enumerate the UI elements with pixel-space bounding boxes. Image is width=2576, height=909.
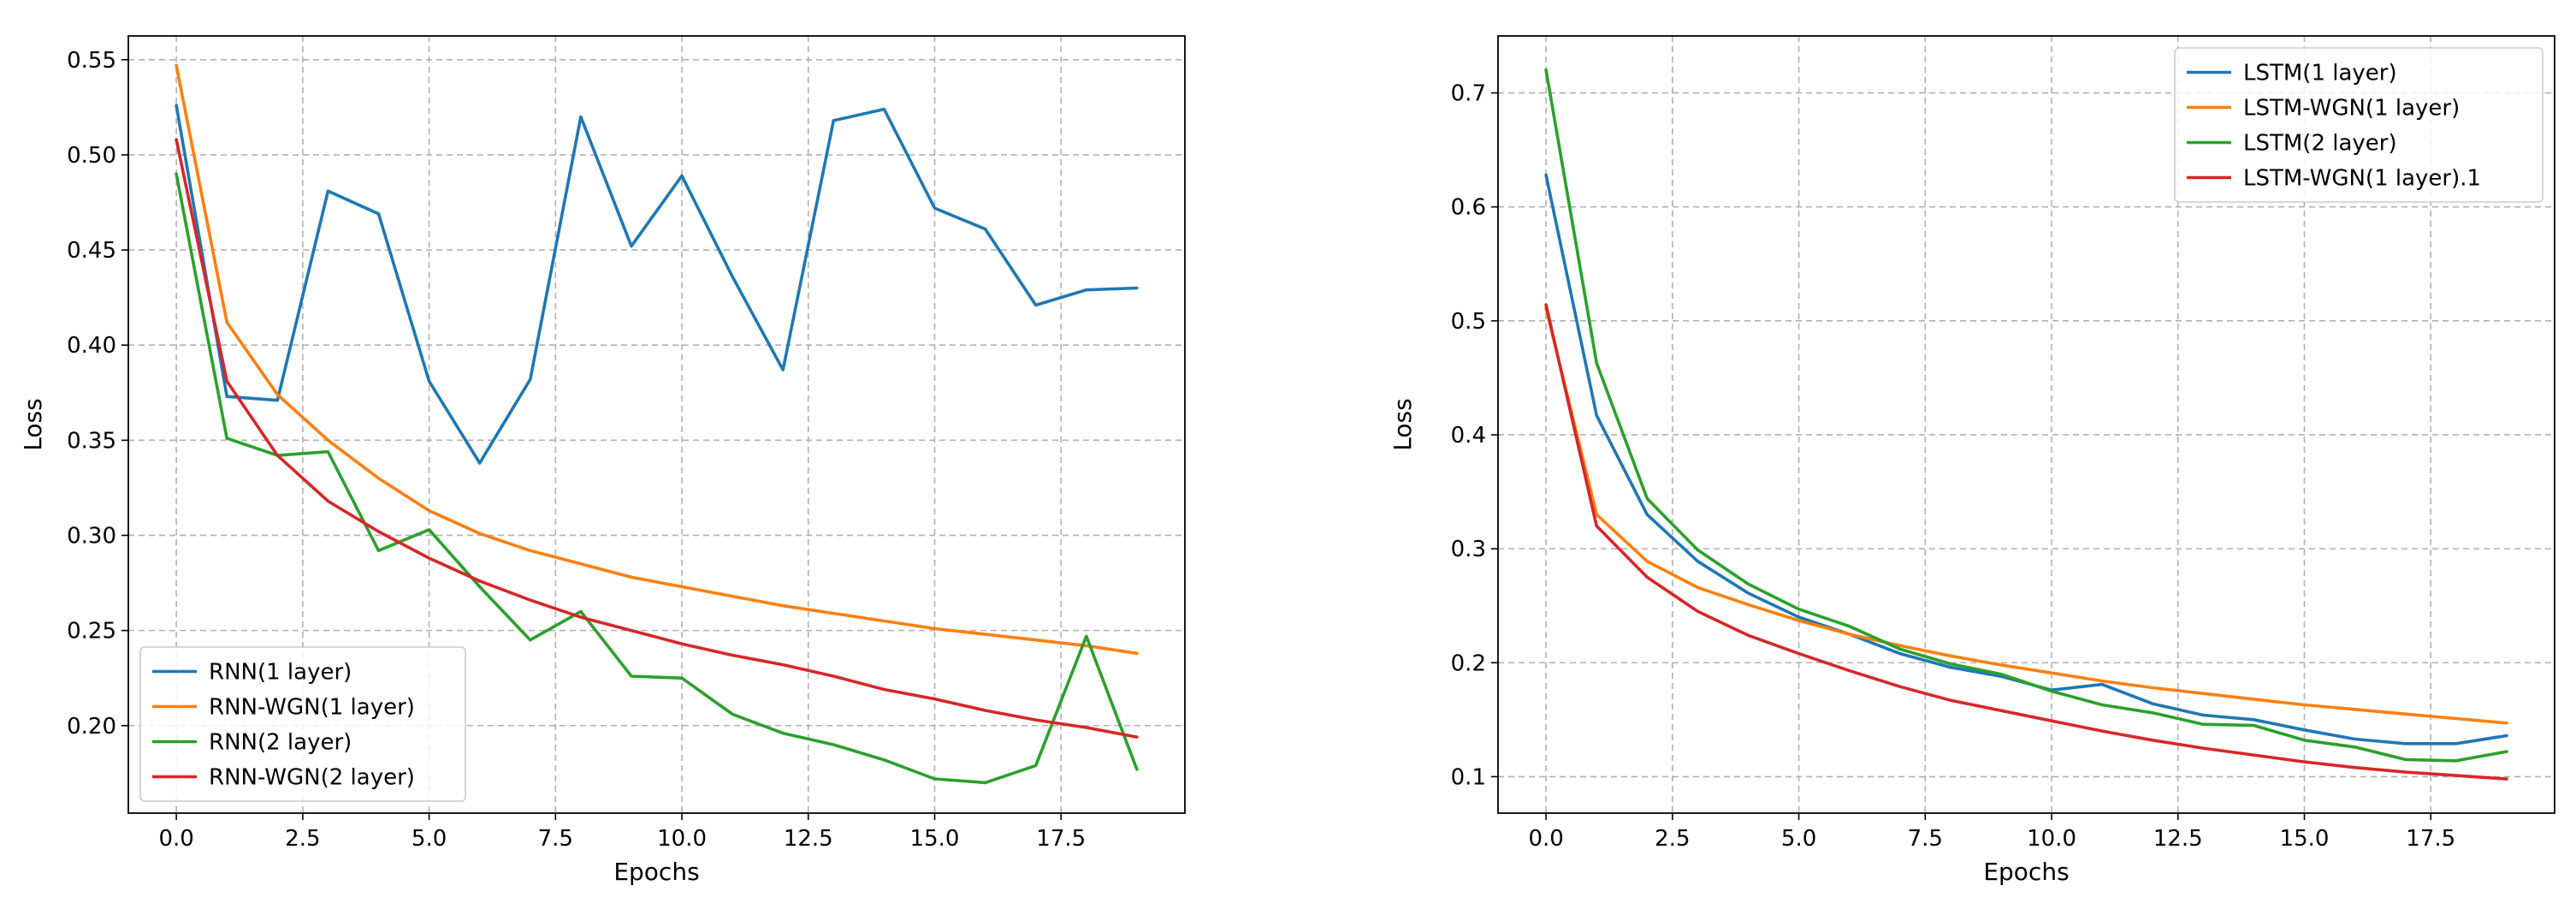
x-tick-label: 12.5 (784, 826, 833, 852)
legend-label: LSTM-WGN(1 layer).1 (2243, 166, 2481, 192)
y-tick-label: 0.20 (67, 714, 116, 740)
x-tick-label: 5.0 (1781, 826, 1816, 852)
legend-label: RNN-WGN(2 layer) (209, 765, 415, 791)
y-tick-label: 0.40 (67, 333, 116, 359)
x-tick-label: 17.5 (1036, 826, 1086, 852)
x-tick-label: 2.5 (1655, 826, 1690, 852)
series-line-1 (175, 104, 1139, 465)
y-tick-label: 0.5 (1451, 309, 1486, 335)
y-tick-label: 0.45 (67, 238, 116, 264)
x-axis-label: Epochs (613, 858, 699, 886)
legend-label: LSTM-WGN(1 layer) (2243, 96, 2460, 122)
legend-label: LSTM(1 layer) (2243, 61, 2397, 86)
legend-label: RNN-WGN(1 layer) (209, 695, 415, 721)
legend: LSTM(1 layer) LSTM-WGN(1 layer) LSTM(2 lay… (2174, 47, 2543, 203)
x-tick-label: 12.5 (2153, 826, 2203, 852)
x-tick-label: 15.0 (2280, 826, 2330, 852)
y-tick-label: 0.7 (1451, 81, 1486, 107)
y-tick-label: 0.50 (67, 143, 116, 169)
y-axis-label: Loss (1389, 398, 1417, 450)
series-line-1 (1544, 173, 2508, 746)
series-line-2 (1544, 306, 2508, 725)
x-axis-label: Epochs (1983, 858, 2069, 886)
x-tick-label: 0.0 (158, 826, 193, 852)
y-tick-label: 0.4 (1451, 423, 1486, 449)
x-tick-label: 0.0 (1528, 826, 1563, 852)
series-line-3 (175, 172, 1139, 785)
legend-box (2174, 47, 2543, 203)
y-tick-label: 0.25 (67, 619, 116, 645)
y-tick-label: 0.2 (1451, 651, 1486, 676)
plot-frame (127, 35, 1186, 814)
y-tick-label: 0.30 (67, 523, 116, 549)
y-tick-label: 0.1 (1451, 764, 1486, 790)
legend-label: LSTM(2 layer) (2243, 131, 2397, 157)
x-tick-label: 7.5 (538, 826, 573, 852)
y-tick-label: 0.35 (67, 428, 116, 454)
y-tick-label: 0.6 (1451, 195, 1486, 221)
plot-frame (1497, 35, 2555, 814)
series-line-2 (175, 63, 1139, 656)
series-line-3 (1544, 68, 2508, 763)
series-line-4 (1544, 303, 2508, 781)
legend-box (139, 646, 466, 802)
x-tick-label: 17.5 (2406, 826, 2455, 852)
legend-label: RNN(1 layer) (209, 660, 352, 686)
x-tick-label: 10.0 (657, 826, 707, 852)
legend-label: RNN(2 layer) (209, 730, 352, 756)
x-tick-label: 2.5 (285, 826, 320, 852)
chart-panel-2: 0.0 2.5 5.0 7.5 10.0 12.5 15.0 17.5 0.1 0.2 0.3 0.4… (1389, 35, 2555, 886)
series-line-4 (175, 138, 1139, 739)
x-tick-label: 7.5 (1908, 826, 1943, 852)
y-tick-label: 0.55 (67, 48, 116, 74)
x-tick-label: 5.0 (412, 826, 447, 852)
legend: RNN(1 layer) RNN-WGN(1 layer) RNN(2 layer)… (139, 646, 466, 802)
x-tick-label: 10.0 (2027, 826, 2076, 852)
y-tick-label: 0.3 (1451, 537, 1486, 562)
y-axis-label: Loss (19, 398, 47, 450)
chart-panel-1: 0.0 2.5 5.0 7.5 10.0 12.5 15.0 17.5 0.20 0.25 0.30… (19, 35, 1186, 886)
x-tick-label: 15.0 (910, 826, 960, 852)
